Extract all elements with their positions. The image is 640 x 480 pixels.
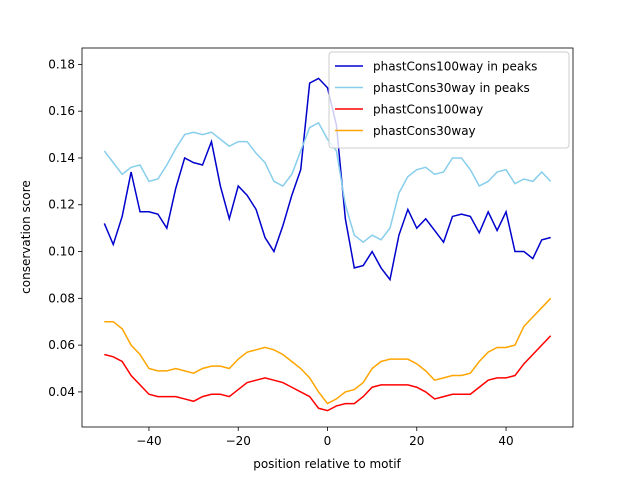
axes-frame (81, 47, 574, 428)
y-tick-label: 0.04 (48, 385, 75, 399)
series-line (104, 297, 552, 405)
legend-label: phastCons30way in peaks (373, 81, 530, 95)
x-tick-label: −40 (136, 434, 161, 448)
y-tick-label: 0.06 (48, 338, 75, 352)
x-tick-label: 40 (498, 434, 513, 448)
legend-label: phastCons100way in peaks (373, 60, 537, 74)
y-tick-label: 0.18 (48, 57, 75, 71)
y-tick-label: 0.16 (48, 104, 75, 118)
legend-label: phastCons100way (373, 103, 483, 117)
y-tick-label: 0.08 (48, 291, 75, 305)
series-line (104, 335, 552, 412)
x-tick-label: 20 (409, 434, 424, 448)
legend-label: phastCons30way (373, 124, 476, 138)
x-axis-label: position relative to motif (253, 457, 401, 471)
y-tick-label: 0.14 (48, 151, 75, 165)
x-tick-label: −20 (226, 434, 251, 448)
legend-box (328, 51, 570, 149)
x-tick-label: 0 (324, 434, 332, 448)
y-tick-label: 0.10 (48, 245, 75, 259)
series-line (103, 121, 552, 244)
y-tick-label: 0.12 (48, 198, 75, 212)
series-line (103, 77, 551, 282)
y-axis-label: conservation score (19, 180, 33, 294)
